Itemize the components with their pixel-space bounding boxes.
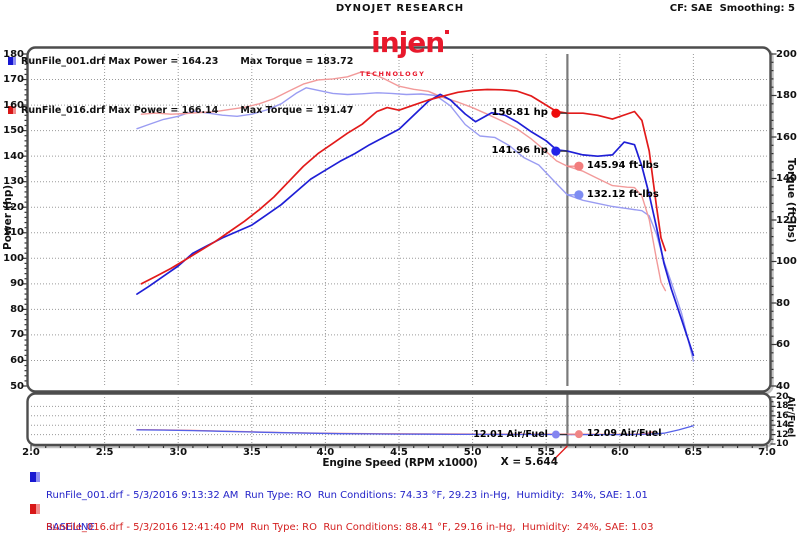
power-axis-tick-label: 110	[3, 227, 24, 239]
run1-info-swatch-icon	[30, 472, 40, 482]
x-axis-tick-label: 5.5	[537, 447, 556, 458]
torque-axis-tick-label: 40	[776, 380, 790, 392]
annotation-dot	[551, 108, 561, 118]
x-axis-tick-label: 4.5	[390, 447, 408, 458]
airfuel-axis-tick-label: 18	[776, 401, 789, 412]
x-axis-tick-label: 5.0	[463, 447, 482, 458]
power-axis-tick-label: 100	[3, 252, 24, 264]
power-axis-tick-label: 130	[3, 176, 24, 188]
torque-curve-run2	[140, 71, 667, 292]
injen-logo-text: injen	[371, 26, 445, 59]
x-axis-tick-label: 3.5	[242, 447, 261, 458]
run2-color-swatch-icon	[8, 106, 16, 114]
x-axis-title: Engine Speed (RPM x1000)	[322, 457, 478, 469]
airfuel-axis-tick-label: 16	[776, 410, 789, 421]
airfuel-axis-tick-label: 14	[776, 420, 789, 431]
power-axis-tick-label: 50	[10, 380, 24, 392]
annotation-label: 132.12 ft-lbs	[586, 188, 659, 200]
airfuel-axis-tick-label: 10	[776, 439, 789, 449]
run1-info-text: RunFile_001.drf - 5/3/2016 9:13:32 AM Ru…	[46, 470, 648, 534]
cursor-position-label: X = 5.644	[500, 456, 558, 468]
power-axis-tick-label: 90	[10, 278, 24, 290]
annotation-dot	[551, 430, 560, 439]
run2-maxtorque: Max Torque = 191.47	[240, 104, 354, 116]
annotation-label: 141.96 hp	[491, 145, 548, 157]
power-axis-tick-label: 120	[3, 201, 24, 213]
run1-title: BASELINE	[46, 521, 95, 533]
torque-axis-tick-label: 80	[776, 297, 790, 309]
power-axis-tick-label: 170	[3, 74, 24, 86]
x-axis-tick-label: 6.0	[610, 447, 629, 458]
legend-run2-text: RunFile_016.drf Max Power = 166.14 Max To…	[21, 105, 353, 116]
x-axis-tick-label: 2.0	[22, 447, 40, 458]
torque-axis-tick-label: 160	[776, 131, 797, 143]
plot-frame	[26, 46, 772, 393]
injen-logo: injen TECHNOLOGY	[300, 9, 500, 116]
annotation-dot	[574, 430, 583, 439]
power-axis-tick-label: 140	[3, 150, 24, 162]
x-axis-tick-label: 2.5	[95, 447, 114, 458]
power-axis-tick-label: 60	[10, 354, 24, 366]
power-axis-tick-label: 70	[10, 329, 24, 341]
dynojet-research-title: DYNOJET RESEARCH	[335, 3, 465, 14]
correction-factor-label: CF: SAE Smoothing: 5	[669, 3, 795, 14]
top-run-legend: RunFile_001.drf Max Power = 164.23 Max To…	[8, 18, 353, 153]
logo-trademark-icon	[445, 30, 450, 34]
x-axis-tick-label: 6.5	[684, 447, 703, 458]
airfuel-curve-run1	[136, 425, 695, 436]
annotation-label: 12.01 Air/Fuel	[473, 428, 548, 440]
torque-axis-tick-label: 120	[776, 214, 797, 226]
run1-maxtorque: Max Torque = 183.72	[240, 55, 354, 67]
torque-axis-tick-label: 100	[776, 256, 797, 267]
run2-maxpower: RunFile_016.drf Max Power = 166.14	[21, 104, 219, 116]
torque-axis-tick-label: 180	[776, 90, 797, 101]
torque-axis-title: Torque (ft-lbs)	[785, 158, 797, 243]
cursor-leader-line	[552, 445, 568, 461]
torque-axis-tick-label: 200	[776, 48, 797, 60]
plot-background	[27, 393, 771, 445]
plot-frame	[26, 392, 772, 447]
x-axis-tick-label: 3.0	[169, 447, 188, 458]
annotation-dot	[551, 146, 561, 156]
legend-run1-text: RunFile_001.drf Max Power = 164.23 Max To…	[21, 56, 353, 67]
power-axis-tick-label: 150	[3, 125, 24, 137]
legend-row-run1: RunFile_001.drf Max Power = 164.23 Max To…	[8, 56, 353, 67]
power-curve-run2	[140, 88, 667, 285]
annotation-label: 12.09 Air/Fuel	[586, 428, 662, 440]
annotation-label: 156.81 hp	[491, 107, 548, 119]
power-axis-tick-label: 80	[10, 303, 24, 315]
airfuel-axis-tick-label: 20	[776, 392, 789, 402]
legend-row-run2: RunFile_016.drf Max Power = 166.14 Max To…	[8, 105, 353, 116]
torque-curve-run1	[136, 87, 695, 362]
power-curve-run1	[136, 93, 695, 357]
run1-maxpower: RunFile_001.drf Max Power = 164.23	[21, 55, 219, 67]
torque-axis-tick-label: 140	[776, 173, 797, 184]
torque-axis-tick-label: 60	[776, 339, 790, 350]
run1-info-block: RunFile_001.drf - 5/3/2016 9:13:32 AM Ru…	[30, 470, 648, 534]
airfuel-axis-title: Air/Fuel	[785, 396, 796, 438]
run2-info-block: RunFile_016.drf - 5/3/2016 12:41:40 PM R…	[30, 502, 653, 534]
annotation-dot	[574, 161, 584, 171]
x-axis-tick-label: 7.0	[758, 447, 776, 458]
power-axis-title: Power (hp)	[2, 184, 14, 250]
power-axis-tick-label: 180	[3, 48, 24, 60]
run1-color-swatch-icon	[8, 57, 16, 65]
annotation-label: 145.94 ft-lbs	[586, 160, 659, 172]
x-axis-tick-label: 4.0	[316, 447, 335, 458]
annotation-dot	[574, 190, 584, 200]
airfuel-axis-tick-label: 12	[776, 429, 789, 440]
power-axis-tick-label: 160	[3, 99, 24, 111]
run2-info-text: RunFile_016.drf - 5/3/2016 12:41:40 PM R…	[46, 502, 653, 534]
run2-info-swatch-icon	[30, 504, 40, 514]
run1-conditions: RunFile_001.drf - 5/3/2016 9:13:32 AM Ru…	[46, 490, 648, 501]
run2-conditions: RunFile_016.drf - 5/3/2016 12:41:40 PM R…	[46, 522, 654, 533]
injen-logo-subtext: TECHNOLOGY	[360, 70, 426, 78]
